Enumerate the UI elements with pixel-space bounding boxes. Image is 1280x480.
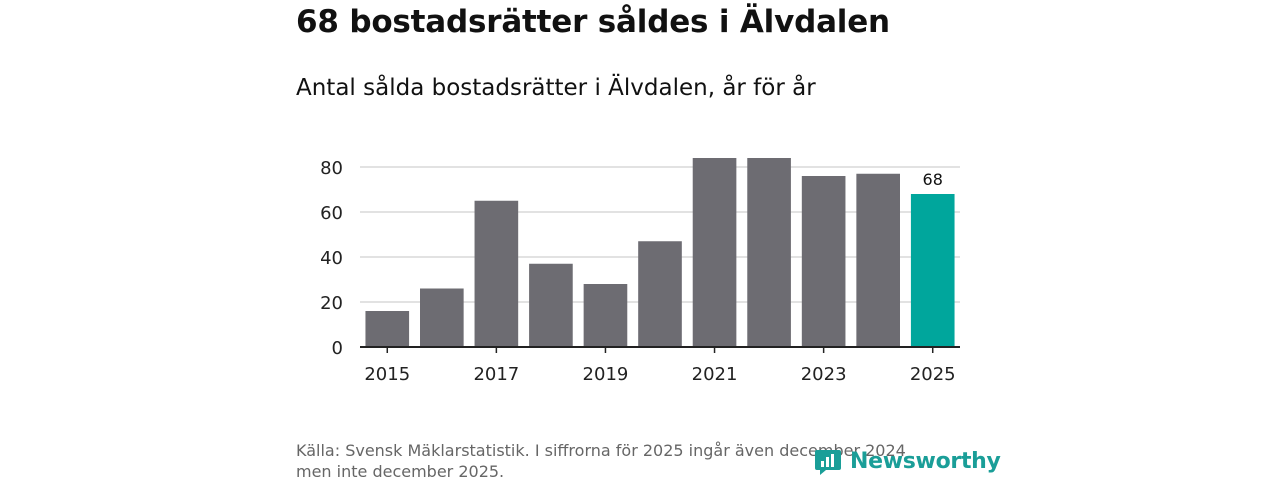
x-tick-label: 2025 [910,364,956,385]
y-tick-label: 0 [332,338,343,359]
x-tick-label: 2021 [692,364,738,385]
bar-highlight [910,194,955,347]
bar [529,263,573,347]
x-tick-label: 2017 [473,364,519,385]
chart-title: 68 bostadsrätter såldes i Älvdalen [296,4,890,40]
bar [638,241,682,347]
bar [856,173,900,347]
bar [583,284,628,347]
y-tick-label: 40 [320,248,343,269]
x-tick-label: 2019 [583,364,629,385]
x-tick-label: 2023 [801,364,847,385]
source-line-2: men inte december 2025. [296,462,505,480]
source-line-1: Källa: Svensk Mäklarstatistik. I siffror… [296,441,906,460]
y-tick-label: 60 [320,203,343,224]
x-tick-label: 2015 [364,364,410,385]
y-tick-label: 80 [320,158,343,179]
bar [420,288,464,347]
bar [747,158,791,347]
data-label: 68 [923,170,943,189]
bar [474,200,519,347]
bar [692,158,737,347]
bar [365,311,410,347]
brand-name: Newsworthy [850,448,1001,474]
newsworthy-logo-icon [815,450,841,475]
source-note: Källa: Svensk Mäklarstatistik. I siffror… [296,440,906,480]
bar [801,176,846,347]
newsworthy-logo: Newsworthy [814,446,1001,476]
y-tick-label: 20 [320,293,343,314]
chart-subtitle: Antal sålda bostadsrätter i Älvdalen, år… [296,75,816,101]
